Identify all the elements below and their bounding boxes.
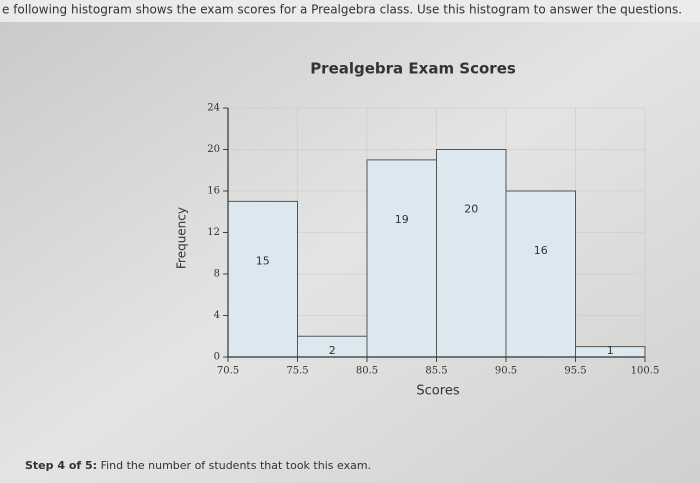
y-tick-label: 8	[214, 269, 220, 280]
footer-line: Step 4 of 5: Find the number of students…	[25, 459, 371, 472]
bar	[505, 190, 576, 358]
x-tick-label: 80.5	[356, 366, 378, 377]
header-bar	[0, 0, 700, 22]
y-tick-label: 24	[207, 103, 220, 114]
data-label: 16	[534, 244, 548, 257]
bar	[366, 159, 437, 358]
data-label: 2	[329, 344, 336, 357]
x-tick-label: 75.5	[286, 366, 308, 377]
data-label: 1	[607, 344, 614, 357]
x-tick-label: 70.5	[217, 366, 239, 377]
data-label: 15	[256, 254, 270, 267]
data-label: 20	[464, 203, 478, 216]
x-tick-label: 85.5	[425, 366, 447, 377]
bar	[436, 149, 507, 358]
x-axis-label: Scores	[416, 384, 459, 399]
y-axis-label: Frequency	[175, 207, 189, 269]
x-tick-label: 100.5	[631, 366, 660, 377]
step-text: Find the number of students that took th…	[101, 459, 371, 472]
y-tick-label: 0	[214, 352, 220, 363]
y-tick-label: 20	[207, 144, 220, 155]
x-tick-label: 95.5	[564, 366, 586, 377]
data-label: 19	[395, 213, 409, 226]
x-tick-label: 90.5	[495, 366, 517, 377]
step-label: Step 4 of 5:	[25, 459, 97, 472]
y-tick-label: 4	[214, 310, 220, 321]
y-tick-label: 12	[207, 227, 220, 238]
chart-title: Prealgebra Exam Scores	[310, 60, 516, 78]
y-tick-label: 16	[207, 186, 220, 197]
bar	[227, 200, 298, 358]
header-text: e following histogram shows the exam sco…	[2, 3, 682, 17]
